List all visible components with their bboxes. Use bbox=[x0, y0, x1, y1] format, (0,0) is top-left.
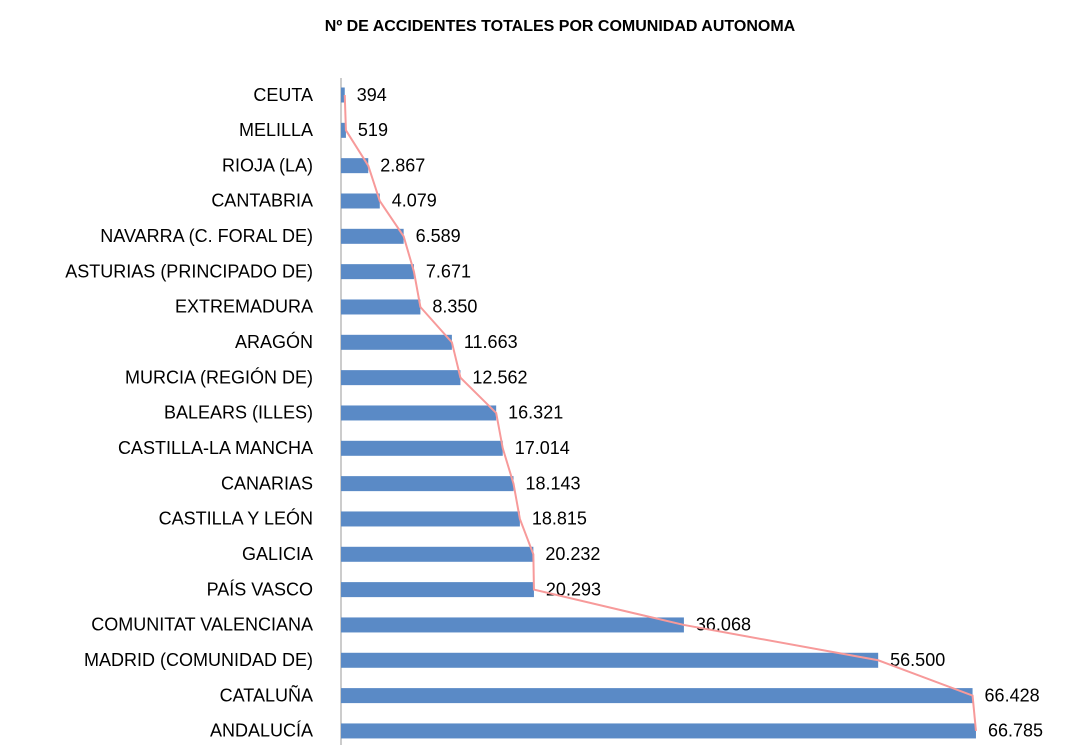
category-label: CASTILLA-LA MANCHA bbox=[118, 438, 313, 458]
category-label: PAÍS VASCO bbox=[207, 579, 313, 599]
bar bbox=[341, 582, 534, 598]
bar bbox=[341, 440, 503, 456]
category-label: ANDALUCÍA bbox=[210, 721, 313, 741]
bar bbox=[341, 264, 414, 280]
bar bbox=[341, 546, 534, 562]
bar bbox=[341, 511, 520, 527]
bar bbox=[341, 193, 380, 209]
chart-title: Nº DE ACCIDENTES TOTALES POR COMUNIDAD A… bbox=[325, 18, 796, 35]
category-label: CATALUÑA bbox=[220, 684, 313, 705]
value-label: 4.079 bbox=[392, 191, 437, 211]
value-label: 2.867 bbox=[380, 155, 425, 175]
bar bbox=[341, 158, 369, 174]
category-label: RIOJA (LA) bbox=[222, 155, 313, 175]
bar bbox=[341, 122, 346, 138]
bar bbox=[341, 334, 452, 350]
bar bbox=[341, 228, 404, 244]
value-label: 17.014 bbox=[515, 438, 570, 458]
category-label: MADRID (COMUNIDAD DE) bbox=[84, 650, 313, 670]
value-label: 18.815 bbox=[532, 509, 587, 529]
bar bbox=[341, 723, 976, 739]
category-label: ASTURIAS (PRINCIPADO DE) bbox=[65, 261, 313, 281]
value-label: 7.671 bbox=[426, 261, 471, 281]
bar bbox=[341, 617, 684, 633]
category-label: GALICIA bbox=[242, 544, 313, 564]
value-label: 18.143 bbox=[525, 473, 580, 493]
bar bbox=[341, 688, 973, 704]
value-label: 66.785 bbox=[988, 721, 1043, 741]
bar bbox=[341, 370, 461, 386]
category-label: EXTREMADURA bbox=[175, 297, 313, 317]
category-label: CEUTA bbox=[253, 85, 313, 105]
category-label: ARAGÓN bbox=[235, 331, 313, 352]
bar bbox=[341, 652, 879, 668]
category-label: NAVARRA (C. FORAL DE) bbox=[100, 226, 313, 246]
value-label: 56.500 bbox=[890, 650, 945, 670]
category-label: CANARIAS bbox=[221, 473, 313, 493]
value-label: 6.589 bbox=[416, 226, 461, 246]
bar bbox=[341, 87, 345, 103]
value-label: 8.350 bbox=[432, 297, 477, 317]
category-label: MURCIA (REGIÓN DE) bbox=[125, 366, 313, 387]
category-label: MELILLA bbox=[239, 120, 313, 140]
bar bbox=[341, 299, 421, 315]
value-label: 11.663 bbox=[464, 332, 518, 352]
value-label: 519 bbox=[358, 120, 388, 140]
bar bbox=[341, 476, 514, 492]
category-label: BALEARS (ILLES) bbox=[164, 403, 313, 423]
trend-line bbox=[343, 94, 977, 732]
category-label: CASTILLA Y LEÓN bbox=[159, 508, 313, 529]
category-label: COMUNITAT VALENCIANA bbox=[91, 615, 313, 635]
value-label: 20.232 bbox=[545, 544, 600, 564]
value-label: 12.562 bbox=[472, 367, 527, 387]
value-label: 394 bbox=[357, 85, 387, 105]
value-label: 20.293 bbox=[546, 579, 601, 599]
category-label: CANTABRIA bbox=[211, 191, 313, 211]
value-label: 66.428 bbox=[985, 685, 1040, 705]
value-label: 16.321 bbox=[508, 403, 563, 423]
bar bbox=[341, 405, 497, 421]
